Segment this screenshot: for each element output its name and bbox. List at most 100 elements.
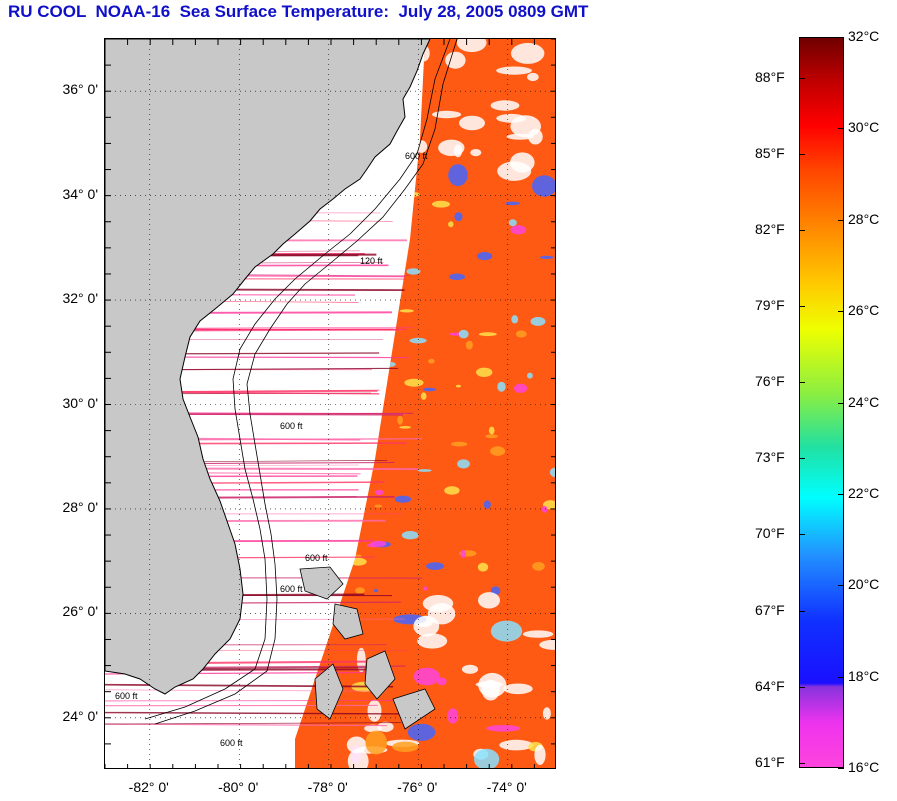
cloud-patch — [522, 630, 554, 638]
colorbar-celsius-label: 26°C — [848, 302, 880, 319]
colorbar-tick — [838, 128, 844, 130]
cloud-patch — [485, 434, 498, 439]
cloud-patch — [444, 486, 460, 495]
contour-labels: 600 ft 120 ft 600 ft 600 ft 600 ft 600 ft 600 … — [115, 151, 428, 748]
cloud-patch — [404, 378, 424, 387]
map-title: RU COOL NOAA-16 Sea Surface Temperature:… — [8, 2, 589, 21]
cloud-patch — [454, 212, 463, 222]
colorbar-fahrenheit-label: 85°F — [755, 144, 785, 161]
cloud-patch — [401, 531, 419, 540]
lat-tick-label: 26° 0' — [62, 603, 98, 620]
cloud-patch — [453, 144, 463, 158]
contour-label: 600 ft — [280, 421, 303, 431]
cloud-patch — [490, 620, 523, 642]
colorbar-tick — [838, 219, 844, 221]
contour-label: 600 ft — [305, 553, 328, 563]
cloud-patch — [515, 330, 527, 338]
cloud-patch — [503, 683, 533, 695]
cloud-patch — [355, 587, 365, 594]
cloud-patch — [413, 615, 440, 637]
colorbar-tick — [799, 77, 805, 79]
contour-label: 120 ft — [360, 256, 383, 266]
colorbar-celsius-label: 20°C — [848, 576, 880, 593]
colorbar-tick — [838, 768, 844, 769]
colorbar-tick — [799, 229, 805, 231]
lat-tick-label: 24° 0' — [62, 707, 98, 724]
cloud-patch — [542, 707, 551, 720]
colorbar-celsius-label: 32°C — [848, 28, 880, 44]
cloud-patch — [461, 664, 479, 674]
cloud-patch — [549, 467, 555, 478]
lat-tick-label: 34° 0' — [62, 185, 98, 202]
contour-label: 600 ft — [220, 738, 243, 748]
scan-line — [105, 722, 402, 725]
cloud-patch — [374, 504, 383, 508]
cloud-patch — [528, 128, 543, 145]
cloud-patch — [399, 309, 414, 313]
cloud-patch — [486, 725, 521, 732]
cloud-patch — [511, 315, 519, 324]
cloud-patch — [422, 595, 454, 612]
cloud-patch — [490, 446, 506, 456]
lat-tick-label: 30° 0' — [62, 394, 98, 411]
colorbar-celsius-label: 24°C — [848, 393, 880, 410]
sst-map-canvas: 600 ft 120 ft 600 ft 600 ft 600 ft 600 ft 600 … — [105, 39, 555, 768]
cloud-patch — [530, 316, 546, 326]
depth-contours — [144, 39, 458, 725]
colorbar-celsius-label: 18°C — [848, 667, 880, 684]
colorbar-tick — [799, 762, 805, 764]
cloud-patch — [413, 667, 440, 686]
contour-label: 600 ft — [280, 584, 303, 594]
cloud-patch — [420, 392, 427, 400]
cloud-patch — [505, 201, 521, 206]
colorbar-celsius-label: 30°C — [848, 119, 880, 136]
colorbar-tick — [799, 153, 805, 155]
colorbar-tick — [838, 493, 844, 495]
colorbar-tick — [799, 458, 805, 460]
cloud-patch — [436, 677, 447, 686]
colorbar-celsius-label: 16°C — [848, 759, 880, 775]
colorbar-tick — [799, 610, 805, 612]
cloud-patch — [448, 273, 466, 281]
colorbar-tick — [838, 37, 844, 38]
lat-lon-grid — [105, 39, 555, 768]
cloud-patch — [476, 252, 493, 261]
cloud-patch — [407, 723, 436, 741]
cloud-patch — [465, 340, 473, 350]
cloud-patch — [478, 592, 500, 609]
cloud-patch — [496, 66, 532, 75]
cloud-patch — [423, 586, 428, 591]
cloud-patch — [497, 161, 532, 181]
cloud-patch — [445, 51, 466, 69]
lat-tick-label: 28° 0' — [62, 498, 98, 515]
colorbar-tick — [799, 306, 805, 308]
cloud-patch — [470, 149, 482, 157]
cloud-patch — [496, 113, 527, 123]
colorbar-fahrenheit-label: 64°F — [755, 677, 785, 694]
cloud-patch — [478, 672, 507, 698]
colorbar-fahrenheit-label: 82°F — [755, 220, 785, 237]
cloud-patch — [451, 441, 468, 447]
colorbar-fahrenheit-label: 88°F — [755, 68, 785, 85]
lon-tick-label: -76° 0' — [397, 779, 438, 795]
sst-map: 600 ft 120 ft 600 ft 600 ft 600 ft 600 ft 600 … — [104, 38, 556, 769]
cloud-patch — [532, 175, 555, 197]
colorbar-celsius-label: 28°C — [848, 210, 880, 227]
cloud-patch — [374, 489, 384, 496]
cloud-patch — [490, 100, 520, 111]
scan-line — [105, 723, 387, 727]
cloud-patch — [447, 708, 459, 724]
cloud-patch — [483, 500, 491, 509]
cloud-patch — [399, 426, 411, 429]
cloud-patch — [539, 639, 555, 650]
bahamas-islands — [299, 566, 436, 730]
cloud-patch — [499, 739, 534, 751]
cloud-patch — [392, 741, 419, 752]
cloud-patch — [370, 540, 387, 547]
cloud-patch — [542, 505, 548, 513]
cloud-patch — [432, 200, 450, 208]
cloud-patch — [478, 332, 497, 337]
colorbar-fahrenheit-label: 73°F — [755, 449, 785, 466]
cloud-patch — [367, 699, 382, 722]
cloud-patch — [448, 164, 468, 187]
